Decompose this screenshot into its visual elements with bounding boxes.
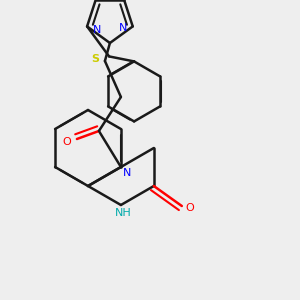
Text: N: N	[118, 23, 127, 33]
Text: O: O	[62, 137, 71, 147]
Text: N: N	[123, 168, 131, 178]
Text: S: S	[91, 54, 99, 64]
Text: N: N	[93, 26, 101, 35]
Text: NH: NH	[115, 208, 131, 218]
Text: O: O	[185, 203, 194, 213]
